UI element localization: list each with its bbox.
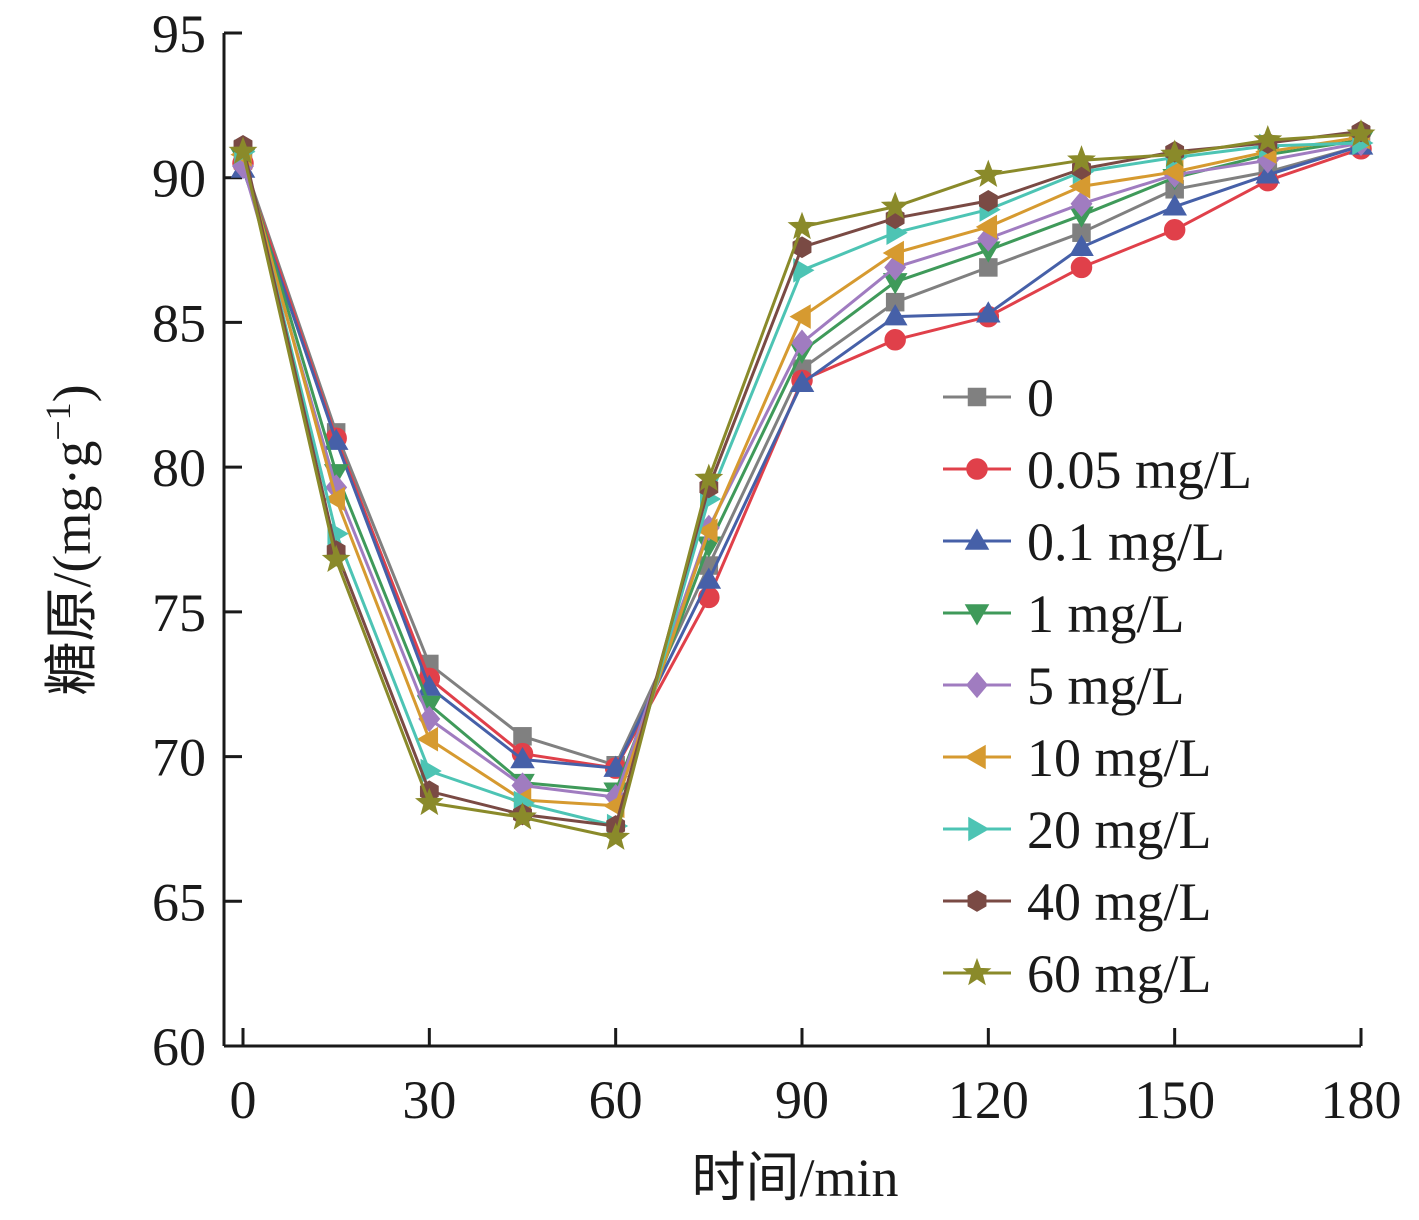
legend-item: 0 (943, 368, 1054, 428)
legend-label: 40 mg/L (1027, 872, 1212, 932)
data-point (696, 518, 718, 544)
legend-label: 0.1 mg/L (1027, 512, 1225, 572)
x-tick-label: 30 (402, 1070, 456, 1130)
x-tick-label: 180 (1321, 1070, 1402, 1130)
data-point (1160, 139, 1189, 167)
axes: 60 65 70 75 80 85 90 95 0 30 60 90 120 150 180 (152, 4, 1402, 1130)
legend-marker (968, 816, 990, 842)
data-point (323, 486, 345, 512)
series-5 (230, 124, 1370, 819)
data-point (1162, 194, 1188, 216)
data-point (975, 214, 998, 240)
y-axis-title-main: 糖原/(mg·g (42, 441, 102, 696)
data-point (1253, 124, 1283, 153)
legend-item: 0.05 mg/L (943, 440, 1252, 500)
legend-item: 5 mg/L (943, 656, 1185, 716)
legend-item: 10 mg/L (943, 728, 1212, 788)
data-point (696, 567, 722, 589)
y-tick-label: 85 (152, 293, 206, 353)
legend-item: 20 mg/L (943, 800, 1212, 860)
x-tick-label: 150 (1134, 1070, 1215, 1130)
legend-marker (964, 528, 990, 550)
data-point (508, 802, 537, 830)
data-point (601, 822, 631, 850)
data-point (1346, 119, 1376, 147)
legend-marker (967, 890, 987, 912)
legend-label: 5 mg/L (1027, 656, 1185, 716)
x-tick-label: 90 (775, 1070, 829, 1130)
series-8 (228, 119, 1376, 850)
series-layer (228, 119, 1376, 850)
legend-marker (962, 957, 992, 986)
y-tick-label: 75 (152, 583, 206, 643)
y-tick-label: 95 (152, 4, 206, 64)
legend-marker (966, 671, 988, 699)
data-point (510, 747, 535, 769)
data-point (694, 463, 724, 491)
legend-label: 1 mg/L (1027, 584, 1185, 644)
y-tick-label: 65 (152, 872, 206, 932)
data-point (321, 544, 351, 573)
data-point (1163, 219, 1186, 241)
data-point (415, 787, 444, 816)
x-tick-label: 120 (948, 1070, 1029, 1130)
data-point (323, 428, 349, 450)
legend-marker (966, 458, 988, 480)
data-point (1070, 190, 1093, 217)
x-tick-label: 60 (589, 1070, 643, 1130)
y-tick-label: 80 (152, 438, 206, 498)
data-point (789, 370, 815, 392)
legend-item: 60 mg/L (943, 944, 1212, 1004)
data-point (975, 301, 1001, 323)
data-point (603, 755, 629, 777)
legend-item: 40 mg/L (943, 872, 1212, 932)
data-point (1069, 174, 1091, 199)
y-tick-label: 70 (152, 728, 206, 788)
legend-label: 0 (1027, 368, 1054, 428)
y-axis-title-superscript: −1 (38, 402, 78, 440)
y-axis-title: 糖原/(mg·g−1) (38, 384, 102, 695)
data-point (882, 304, 908, 326)
x-tick-label: 0 (230, 1070, 257, 1130)
y-axis-title-end: ) (42, 384, 102, 402)
data-point (978, 190, 998, 212)
data-point (791, 329, 813, 356)
legend-label: 0.05 mg/L (1027, 440, 1252, 500)
data-point (1069, 234, 1094, 256)
data-point (789, 304, 811, 329)
data-point (416, 726, 439, 752)
data-point (880, 191, 910, 219)
legend-label: 20 mg/L (1027, 800, 1212, 860)
y-tick-label: 90 (152, 149, 206, 209)
data-point (1162, 159, 1184, 185)
legend: 0 0.05 mg/L 0.1 mg/L 1 mg/L 5 mg/L 10 mg/L 20 … (943, 368, 1252, 1004)
data-point (882, 240, 904, 266)
data-point (884, 329, 906, 351)
data-point (513, 727, 532, 746)
legend-item: 1 mg/L (943, 584, 1185, 644)
x-axis-title: 时间/min (691, 1148, 898, 1208)
data-point (228, 136, 258, 164)
data-point (1067, 145, 1096, 173)
legend-marker (964, 744, 986, 770)
data-point (973, 159, 1003, 188)
legend-item: 0.1 mg/L (943, 512, 1225, 572)
legend-marker (967, 387, 987, 407)
legend-label: 10 mg/L (1027, 728, 1212, 788)
data-point (787, 211, 817, 240)
y-tick-label: 60 (152, 1017, 206, 1077)
data-point (1070, 256, 1093, 279)
legend-marker (964, 604, 990, 626)
legend-label: 60 mg/L (1027, 944, 1212, 1004)
